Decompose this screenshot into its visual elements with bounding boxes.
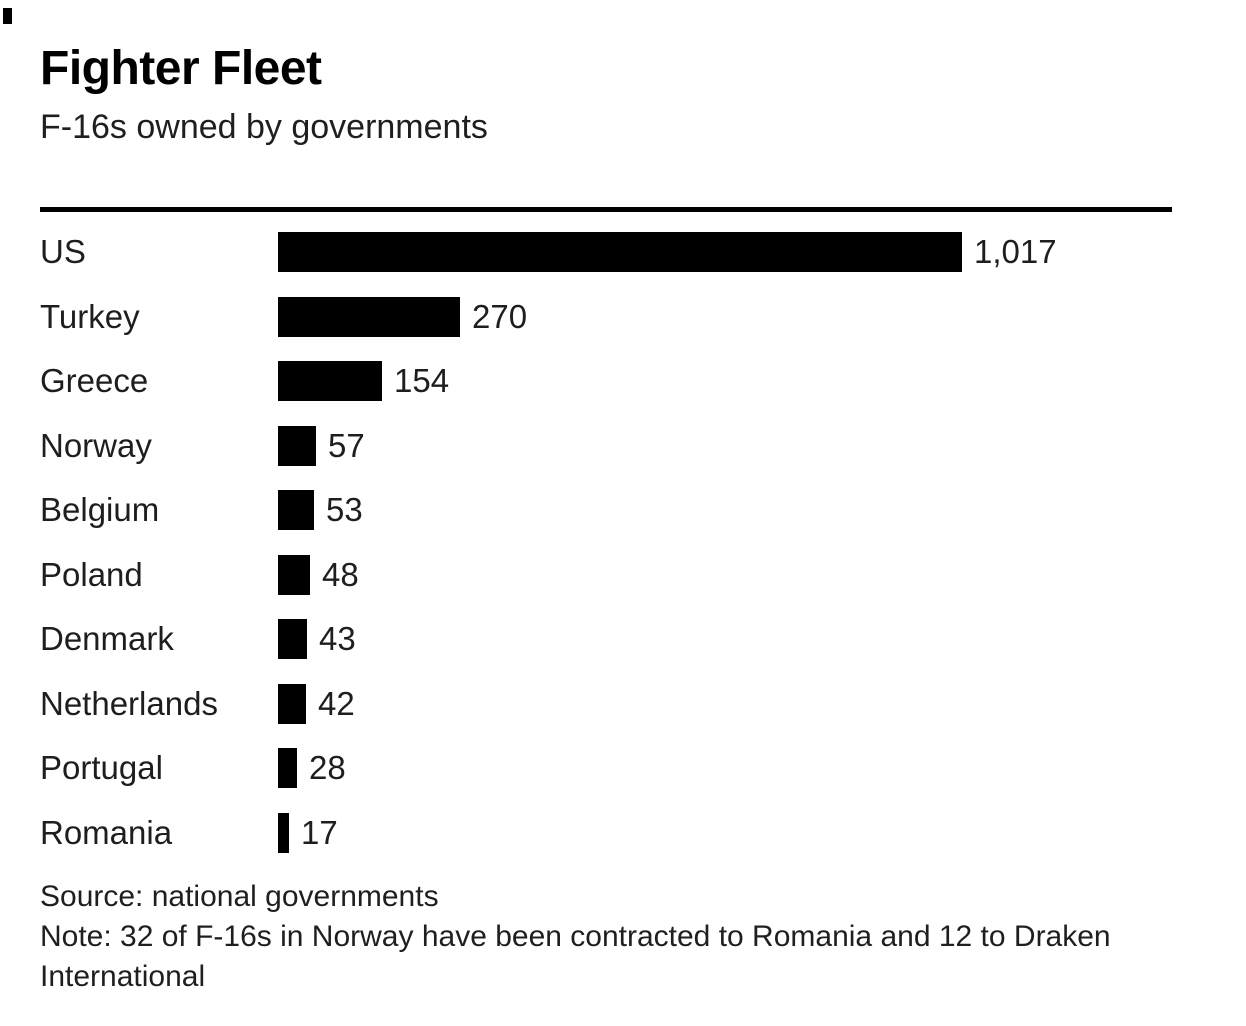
value-label: 154 xyxy=(394,362,450,400)
chart-row: US 1,017 xyxy=(40,220,1172,285)
chart-row: Norway 57 xyxy=(40,414,1172,479)
category-label: Poland xyxy=(40,555,143,593)
value-label: 43 xyxy=(319,620,356,658)
note-text: Note: 32 of F-16s in Norway have been co… xyxy=(40,920,1111,993)
value-label: 270 xyxy=(472,297,528,335)
value-label: 53 xyxy=(326,491,363,529)
chart-row: Portugal 28 xyxy=(40,736,1172,801)
value-label: 28 xyxy=(309,749,346,787)
chart-row: Turkey 270 xyxy=(40,285,1172,350)
bar xyxy=(278,812,289,853)
chart-row: Netherlands 42 xyxy=(40,672,1172,737)
value-label: 57 xyxy=(328,426,365,464)
chart-footer: Source: national governments Note: 32 of… xyxy=(40,877,1155,997)
chart-row: Romania 17 xyxy=(40,801,1172,866)
category-label: Netherlands xyxy=(40,684,218,722)
chart-row: Poland 48 xyxy=(40,543,1172,608)
category-label: Turkey xyxy=(40,297,140,335)
category-label: US xyxy=(40,233,86,271)
chart-title: Fighter Fleet xyxy=(40,42,322,95)
category-label: Greece xyxy=(40,362,149,400)
category-label: Romania xyxy=(40,813,173,851)
bar xyxy=(278,748,297,789)
bar xyxy=(278,619,307,660)
chart-row: Greece 154 xyxy=(40,349,1172,414)
category-label: Portugal xyxy=(40,749,163,787)
chart-row: Denmark 43 xyxy=(40,607,1172,672)
value-label: 42 xyxy=(318,684,355,722)
bar xyxy=(278,296,460,337)
top-rule-divider xyxy=(40,207,1172,212)
value-label: 17 xyxy=(301,813,338,851)
chart-row: Belgium 53 xyxy=(40,478,1172,543)
value-label: 1,017 xyxy=(974,233,1057,271)
corner-mark xyxy=(3,8,12,24)
value-label: 48 xyxy=(322,555,359,593)
category-label: Norway xyxy=(40,426,152,464)
bar xyxy=(278,683,306,724)
bar xyxy=(278,361,382,402)
source-text: Source: national governments xyxy=(40,880,439,913)
category-label: Belgium xyxy=(40,491,160,529)
bar xyxy=(278,232,962,273)
category-label: Denmark xyxy=(40,620,174,658)
bar xyxy=(278,490,314,531)
chart-subtitle: F-16s owned by governments xyxy=(40,108,488,146)
bar xyxy=(278,554,310,595)
chart-container: Fighter Fleet F-16s owned by governments… xyxy=(40,42,1172,997)
bar xyxy=(278,425,316,466)
bar-chart: US 1,017 Turkey 270 Greece 154 Norway 57 Belgium… xyxy=(40,220,1172,865)
